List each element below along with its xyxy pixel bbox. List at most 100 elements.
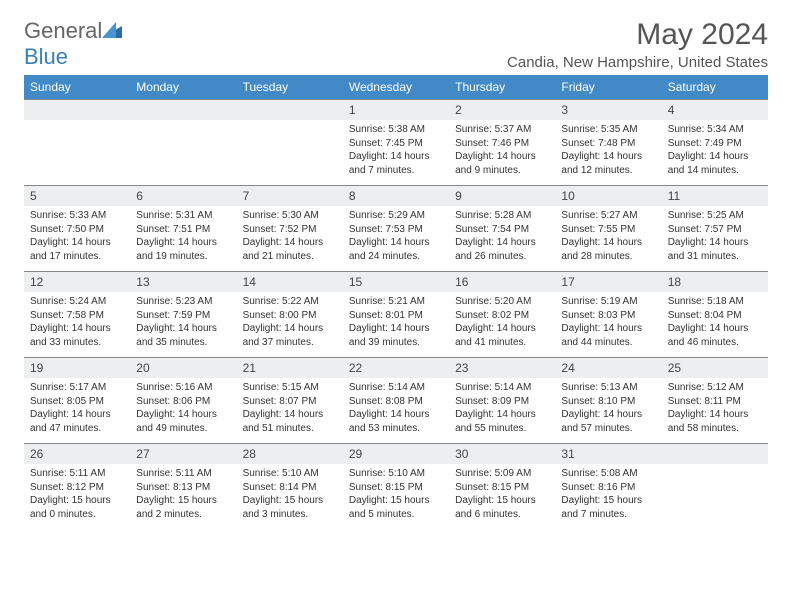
day-content: Sunrise: 5:27 AMSunset: 7:55 PMDaylight:…: [555, 206, 661, 271]
day-line: and 35 minutes.: [136, 336, 230, 350]
day-line: and 21 minutes.: [243, 250, 337, 264]
day-line: Daylight: 14 hours: [455, 322, 549, 336]
day-content: Sunrise: 5:23 AMSunset: 7:59 PMDaylight:…: [130, 292, 236, 357]
day-line: and 19 minutes.: [136, 250, 230, 264]
day-line: Daylight: 14 hours: [349, 150, 443, 164]
day-content: Sunrise: 5:21 AMSunset: 8:01 PMDaylight:…: [343, 292, 449, 357]
day-number: 28: [237, 443, 343, 464]
day-content: Sunrise: 5:29 AMSunset: 7:53 PMDaylight:…: [343, 206, 449, 271]
day-line: Sunrise: 5:19 AM: [561, 295, 655, 309]
day-line: Sunset: 7:58 PM: [30, 309, 124, 323]
day-line: and 2 minutes.: [136, 508, 230, 522]
calendar-cell: 15Sunrise: 5:21 AMSunset: 8:01 PMDayligh…: [343, 271, 449, 357]
day-number: 8: [343, 185, 449, 206]
day-content: Sunrise: 5:09 AMSunset: 8:15 PMDaylight:…: [449, 464, 555, 529]
day-line: Daylight: 14 hours: [561, 236, 655, 250]
day-line: Sunrise: 5:20 AM: [455, 295, 549, 309]
day-content: [24, 120, 130, 178]
day-number: 14: [237, 271, 343, 292]
calendar-cell: 30Sunrise: 5:09 AMSunset: 8:15 PMDayligh…: [449, 443, 555, 529]
day-content: [237, 120, 343, 178]
calendar-cell: 3Sunrise: 5:35 AMSunset: 7:48 PMDaylight…: [555, 99, 661, 185]
calendar-cell: 17Sunrise: 5:19 AMSunset: 8:03 PMDayligh…: [555, 271, 661, 357]
day-number: 15: [343, 271, 449, 292]
day-line: Daylight: 14 hours: [136, 236, 230, 250]
day-number: 22: [343, 357, 449, 378]
calendar-body: 1Sunrise: 5:38 AMSunset: 7:45 PMDaylight…: [24, 99, 768, 529]
day-content: Sunrise: 5:14 AMSunset: 8:08 PMDaylight:…: [343, 378, 449, 443]
day-line: Daylight: 14 hours: [561, 408, 655, 422]
day-line: Sunset: 7:48 PM: [561, 137, 655, 151]
day-number: [24, 99, 130, 120]
header: GeneralBlue May 2024 Candia, New Hampshi…: [24, 18, 768, 71]
day-line: Daylight: 15 hours: [349, 494, 443, 508]
calendar-cell: 24Sunrise: 5:13 AMSunset: 8:10 PMDayligh…: [555, 357, 661, 443]
day-line: Sunrise: 5:18 AM: [668, 295, 762, 309]
month-title: May 2024: [507, 18, 768, 52]
calendar-cell: 8Sunrise: 5:29 AMSunset: 7:53 PMDaylight…: [343, 185, 449, 271]
calendar-cell: [24, 99, 130, 185]
page: GeneralBlue May 2024 Candia, New Hampshi…: [0, 0, 792, 547]
day-line: Daylight: 14 hours: [349, 236, 443, 250]
day-content: Sunrise: 5:15 AMSunset: 8:07 PMDaylight:…: [237, 378, 343, 443]
calendar-cell: 27Sunrise: 5:11 AMSunset: 8:13 PMDayligh…: [130, 443, 236, 529]
day-line: Sunrise: 5:23 AM: [136, 295, 230, 309]
day-line: Sunrise: 5:16 AM: [136, 381, 230, 395]
day-line: and 17 minutes.: [30, 250, 124, 264]
calendar-cell: 25Sunrise: 5:12 AMSunset: 8:11 PMDayligh…: [662, 357, 768, 443]
day-number: 9: [449, 185, 555, 206]
calendar-week: 12Sunrise: 5:24 AMSunset: 7:58 PMDayligh…: [24, 271, 768, 357]
calendar-table: SundayMondayTuesdayWednesdayThursdayFrid…: [24, 75, 768, 529]
day-line: Sunset: 8:13 PM: [136, 481, 230, 495]
day-line: and 24 minutes.: [349, 250, 443, 264]
day-number: 20: [130, 357, 236, 378]
day-content: Sunrise: 5:24 AMSunset: 7:58 PMDaylight:…: [24, 292, 130, 357]
calendar-cell: 29Sunrise: 5:10 AMSunset: 8:15 PMDayligh…: [343, 443, 449, 529]
day-line: and 12 minutes.: [561, 164, 655, 178]
day-line: and 31 minutes.: [668, 250, 762, 264]
day-content: Sunrise: 5:28 AMSunset: 7:54 PMDaylight:…: [449, 206, 555, 271]
day-line: and 6 minutes.: [455, 508, 549, 522]
day-line: Sunrise: 5:14 AM: [349, 381, 443, 395]
day-line: Sunset: 8:01 PM: [349, 309, 443, 323]
logo: GeneralBlue: [24, 18, 122, 70]
day-line: Sunrise: 5:35 AM: [561, 123, 655, 137]
weekday-header: Thursday: [449, 75, 555, 99]
day-number: 26: [24, 443, 130, 464]
calendar-cell: 6Sunrise: 5:31 AMSunset: 7:51 PMDaylight…: [130, 185, 236, 271]
day-content: Sunrise: 5:22 AMSunset: 8:00 PMDaylight:…: [237, 292, 343, 357]
day-content: Sunrise: 5:16 AMSunset: 8:06 PMDaylight:…: [130, 378, 236, 443]
day-number: 27: [130, 443, 236, 464]
day-number: 16: [449, 271, 555, 292]
day-line: Sunset: 8:08 PM: [349, 395, 443, 409]
day-line: Sunrise: 5:12 AM: [668, 381, 762, 395]
day-number: 11: [662, 185, 768, 206]
calendar-cell: [662, 443, 768, 529]
day-line: Sunset: 7:57 PM: [668, 223, 762, 237]
calendar-cell: 28Sunrise: 5:10 AMSunset: 8:14 PMDayligh…: [237, 443, 343, 529]
day-line: Sunrise: 5:28 AM: [455, 209, 549, 223]
day-line: and 7 minutes.: [349, 164, 443, 178]
calendar-week: 26Sunrise: 5:11 AMSunset: 8:12 PMDayligh…: [24, 443, 768, 529]
calendar-cell: 1Sunrise: 5:38 AMSunset: 7:45 PMDaylight…: [343, 99, 449, 185]
day-number: 25: [662, 357, 768, 378]
day-line: Sunrise: 5:10 AM: [243, 467, 337, 481]
day-line: Sunset: 8:03 PM: [561, 309, 655, 323]
day-content: Sunrise: 5:14 AMSunset: 8:09 PMDaylight:…: [449, 378, 555, 443]
day-line: and 51 minutes.: [243, 422, 337, 436]
day-line: Daylight: 14 hours: [561, 322, 655, 336]
calendar-cell: 22Sunrise: 5:14 AMSunset: 8:08 PMDayligh…: [343, 357, 449, 443]
calendar-cell: 13Sunrise: 5:23 AMSunset: 7:59 PMDayligh…: [130, 271, 236, 357]
day-number: 7: [237, 185, 343, 206]
day-number: 21: [237, 357, 343, 378]
day-line: and 14 minutes.: [668, 164, 762, 178]
day-content: Sunrise: 5:34 AMSunset: 7:49 PMDaylight:…: [662, 120, 768, 185]
day-content: Sunrise: 5:30 AMSunset: 7:52 PMDaylight:…: [237, 206, 343, 271]
day-line: and 49 minutes.: [136, 422, 230, 436]
day-number: 5: [24, 185, 130, 206]
weekday-header: Friday: [555, 75, 661, 99]
day-line: Sunset: 7:51 PM: [136, 223, 230, 237]
calendar-week: 5Sunrise: 5:33 AMSunset: 7:50 PMDaylight…: [24, 185, 768, 271]
location-subtitle: Candia, New Hampshire, United States: [507, 54, 768, 71]
calendar-cell: 4Sunrise: 5:34 AMSunset: 7:49 PMDaylight…: [662, 99, 768, 185]
